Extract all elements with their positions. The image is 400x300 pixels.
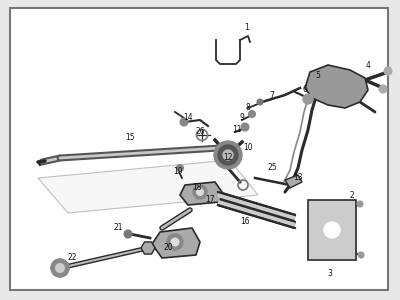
Circle shape [196, 188, 204, 196]
Text: 6: 6 [302, 85, 308, 94]
Circle shape [384, 67, 392, 75]
Polygon shape [180, 182, 222, 205]
Circle shape [257, 99, 263, 105]
Polygon shape [38, 160, 258, 213]
Text: 18: 18 [192, 184, 202, 193]
Text: 11: 11 [232, 125, 242, 134]
Circle shape [55, 263, 65, 273]
Text: 19: 19 [173, 167, 183, 176]
Circle shape [218, 145, 238, 165]
Text: 17: 17 [205, 196, 215, 205]
Circle shape [180, 118, 188, 126]
Text: 8: 8 [246, 103, 250, 112]
Text: 7: 7 [270, 91, 274, 100]
Circle shape [214, 141, 242, 169]
Text: 10: 10 [243, 143, 253, 152]
Text: 2: 2 [350, 190, 354, 200]
Circle shape [124, 230, 132, 238]
Text: 13: 13 [293, 173, 303, 182]
Circle shape [379, 85, 387, 93]
Circle shape [223, 150, 233, 160]
Text: 25: 25 [267, 164, 277, 172]
Circle shape [193, 185, 207, 199]
Text: 20: 20 [163, 244, 173, 253]
Circle shape [167, 234, 183, 250]
Circle shape [170, 238, 180, 247]
Text: 16: 16 [240, 218, 250, 226]
Polygon shape [305, 65, 368, 108]
Circle shape [241, 123, 249, 131]
Text: 1: 1 [245, 23, 249, 32]
Text: 15: 15 [125, 134, 135, 142]
Circle shape [324, 222, 340, 238]
Text: 9: 9 [240, 113, 244, 122]
Text: 22: 22 [67, 254, 77, 262]
Circle shape [176, 164, 184, 172]
Circle shape [248, 110, 256, 118]
Polygon shape [141, 242, 155, 254]
Circle shape [357, 201, 363, 207]
Text: 12: 12 [223, 154, 233, 163]
Text: 14: 14 [183, 113, 193, 122]
Circle shape [51, 259, 69, 277]
Text: 21: 21 [113, 224, 123, 232]
Text: 26: 26 [195, 128, 205, 136]
Circle shape [303, 94, 313, 104]
Text: 5: 5 [316, 70, 320, 80]
Polygon shape [308, 200, 356, 260]
Circle shape [358, 252, 364, 258]
Text: 4: 4 [366, 61, 370, 70]
Polygon shape [152, 228, 200, 258]
Text: 3: 3 [328, 268, 332, 278]
Polygon shape [285, 175, 302, 188]
